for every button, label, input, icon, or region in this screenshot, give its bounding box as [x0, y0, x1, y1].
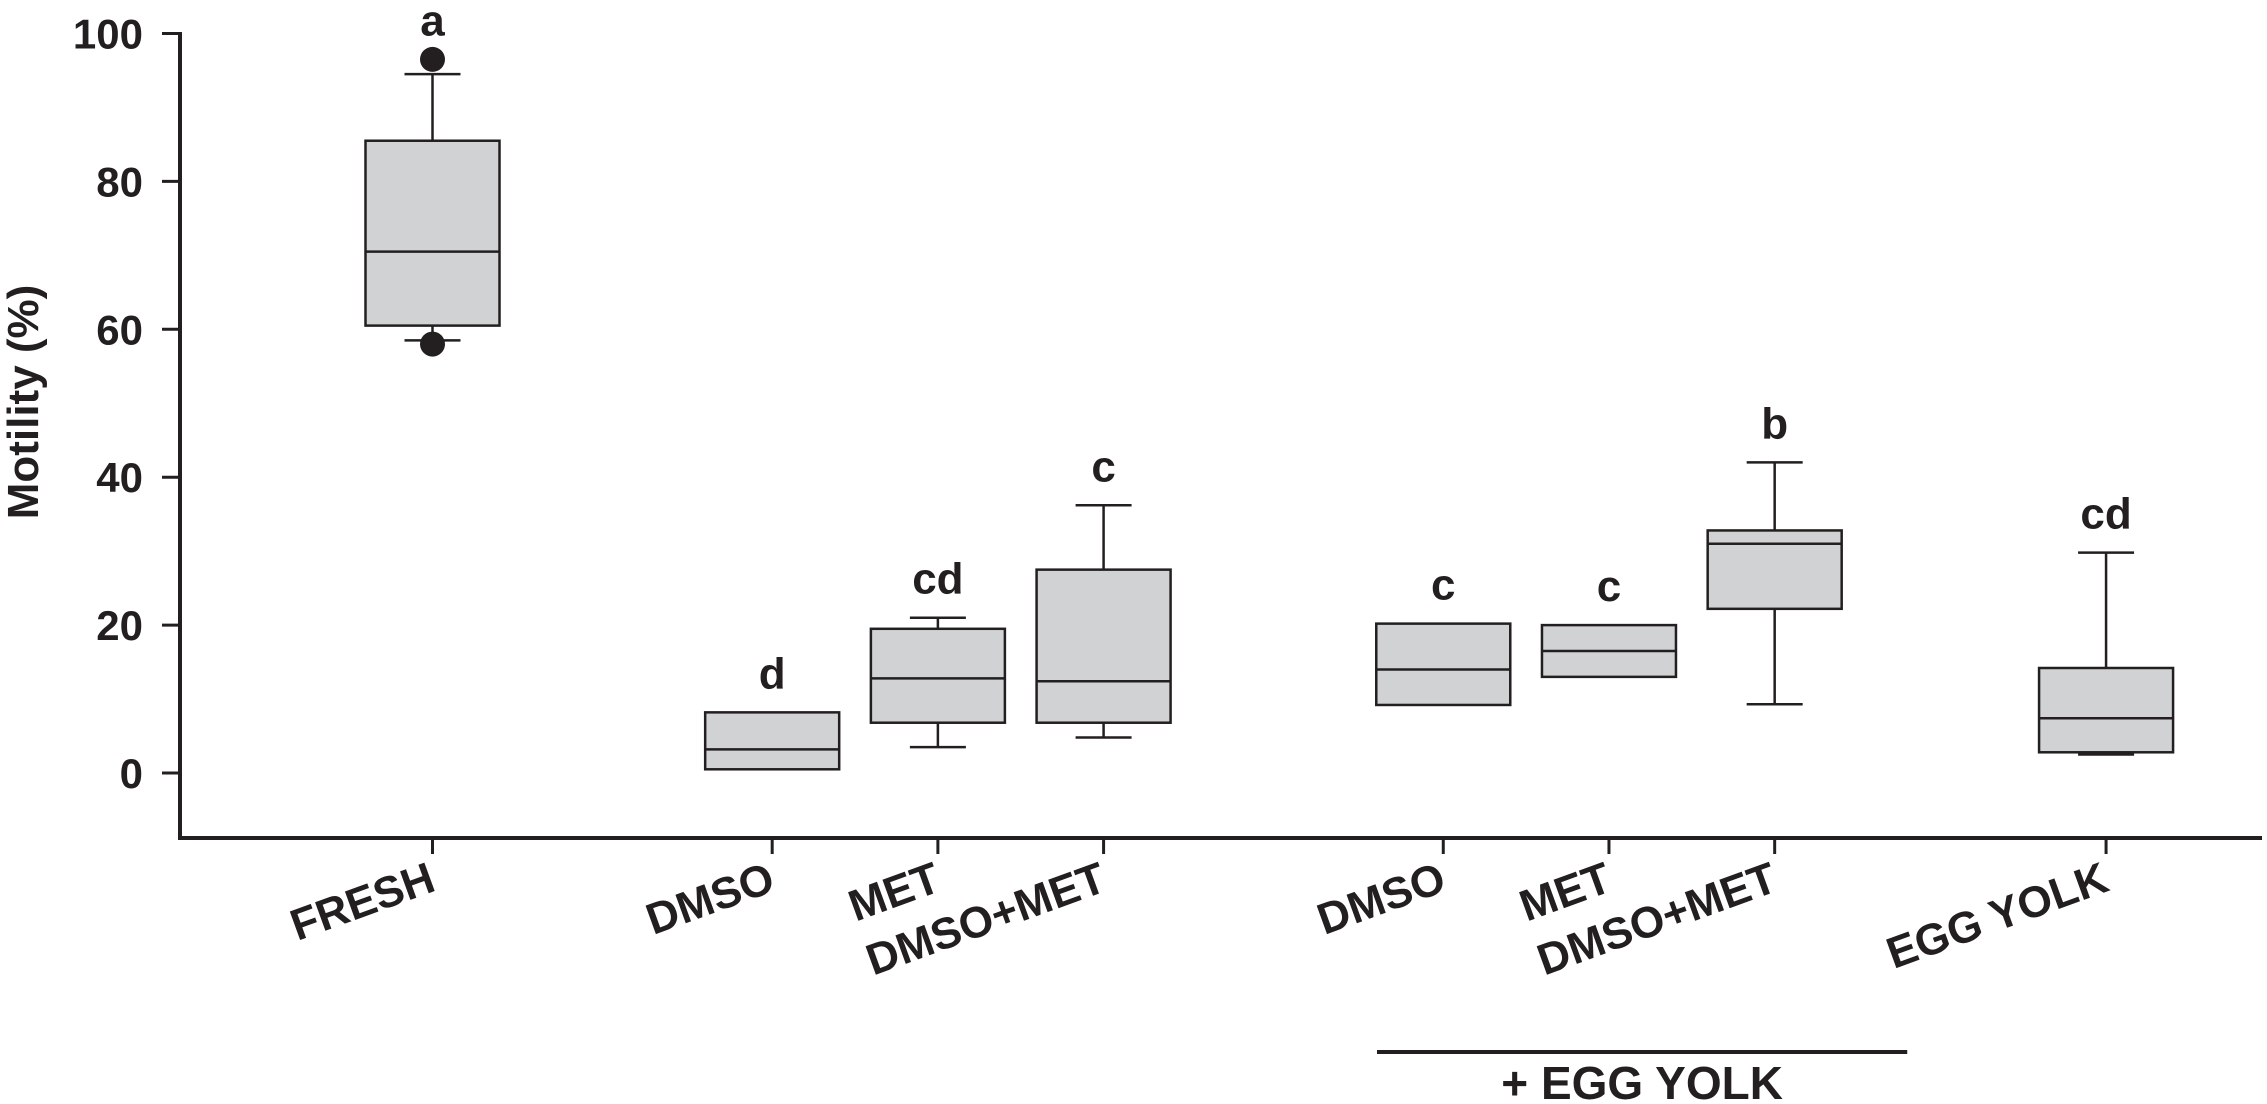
significance-letter-egg-yolk-7: cd	[2080, 490, 2131, 539]
y-tick-label-60: 60	[96, 306, 143, 353]
box-egg-yolk-7	[2037, 666, 2175, 754]
x-tick-label-dmso-4: DMSO	[1311, 853, 1452, 944]
box-dmso-1	[703, 711, 841, 771]
outlier-point-fresh-0-0	[420, 46, 445, 72]
y-axis-label: Motility (%)	[0, 285, 48, 520]
y-tick-label-0: 0	[120, 750, 143, 797]
box-dmso-4	[1375, 622, 1512, 707]
y-tick-label-100: 100	[73, 11, 143, 58]
box-dmso-met-3	[1035, 568, 1172, 724]
x-tick-label-dmso-1: DMSO	[640, 853, 781, 944]
significance-letter-dmso-4: c	[1431, 561, 1455, 610]
box-dmso-met-6	[1706, 529, 1843, 611]
significance-letter-dmso-met-3: c	[1091, 442, 1115, 491]
box-met-2	[869, 627, 1007, 724]
significance-letter-met-2: cd	[912, 555, 963, 604]
y-tick-label-80: 80	[96, 158, 143, 205]
x-tick-label-fresh-0: FRESH	[284, 853, 441, 950]
significance-letter-met-5: c	[1597, 562, 1621, 611]
y-tick-label-20: 20	[96, 602, 143, 649]
box-fresh-0	[364, 139, 501, 327]
group-bracket-label: + EGG YOLK	[1501, 1057, 1783, 1104]
y-tick-label-40: 40	[96, 454, 143, 501]
outlier-point-fresh-0-1	[420, 331, 445, 357]
significance-letter-fresh-0: a	[420, 0, 445, 45]
significance-letter-dmso-met-6: b	[1761, 399, 1788, 448]
significance-letter-dmso-1: d	[759, 649, 786, 698]
x-tick-label-egg-yolk-7: EGG YOLK	[1880, 853, 2114, 978]
